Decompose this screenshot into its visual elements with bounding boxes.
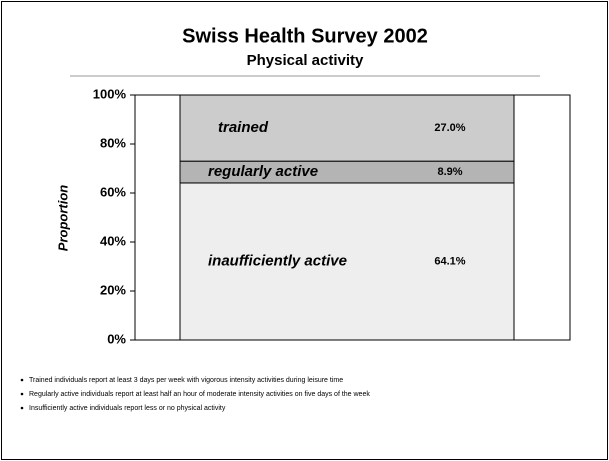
bullet bbox=[20, 378, 24, 382]
y-tick-label: 40% bbox=[100, 233, 126, 248]
segment-value: 64.1% bbox=[434, 255, 465, 267]
note: Trained individuals report at least 3 da… bbox=[29, 377, 343, 384]
chart-title: Swiss Health Survey 2002 bbox=[182, 25, 428, 47]
notes: Trained individuals report at least 3 da… bbox=[20, 377, 370, 412]
y-axis-label: Proportion bbox=[55, 185, 70, 251]
segment-value: 27.0% bbox=[434, 122, 465, 134]
note: Insufficiently active individuals report… bbox=[29, 405, 226, 412]
segment-name: inaufficiently active bbox=[208, 252, 347, 269]
bar-segment bbox=[179, 94, 515, 162]
segment-name: trained bbox=[218, 119, 269, 136]
y-tick-label: 60% bbox=[100, 184, 126, 199]
bullet bbox=[20, 406, 24, 410]
y-tick-label: 100% bbox=[93, 86, 127, 101]
chart-subtitle: Physical activity bbox=[247, 52, 364, 69]
y-tick-label: 80% bbox=[100, 135, 126, 150]
note: Regularly active individuals report at l… bbox=[29, 391, 370, 398]
y-tick-label: 0% bbox=[107, 331, 126, 346]
y-tick-label: 20% bbox=[100, 282, 126, 297]
bullet bbox=[20, 392, 24, 396]
segment-value: 8.9% bbox=[437, 166, 462, 178]
bar-segment bbox=[179, 182, 515, 341]
segment-name: regularly active bbox=[208, 163, 318, 180]
